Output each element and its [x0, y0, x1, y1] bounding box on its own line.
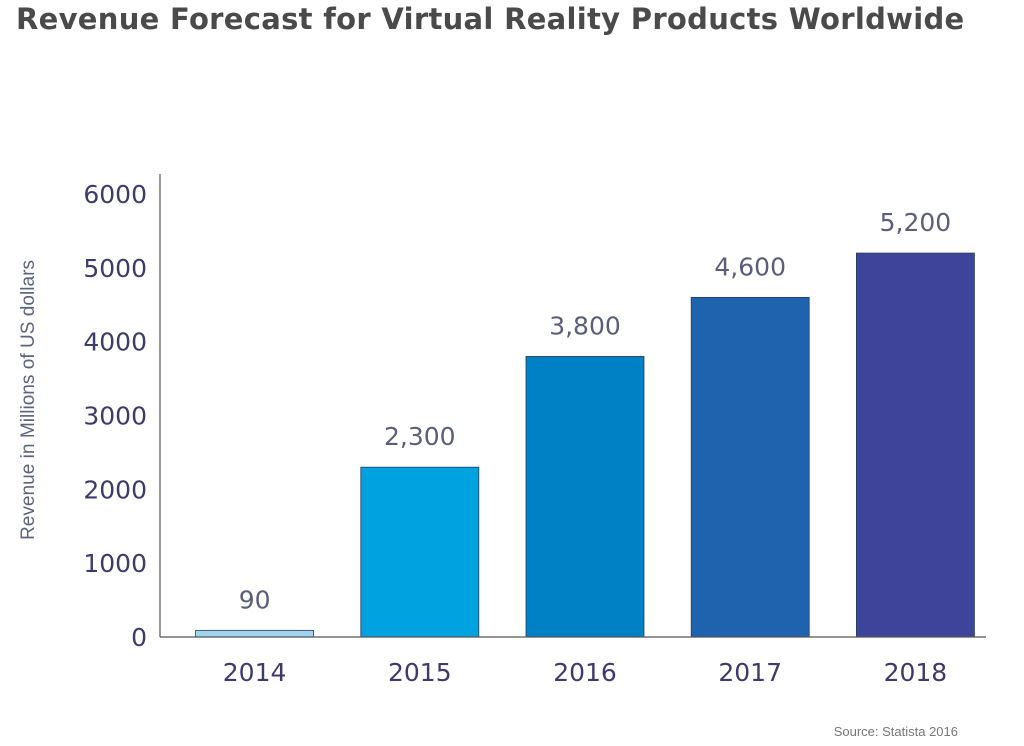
value-label-2015: 2,300 [384, 422, 456, 451]
y-axis-label: Revenue in Millions of US dollars [18, 260, 39, 540]
value-label-2014: 90 [239, 585, 271, 614]
bars [195, 252, 975, 638]
y-tick-label: 0 [131, 623, 147, 652]
chart-title: Revenue Forecast for Virtual Reality Pro… [16, 2, 965, 36]
y-tick-label: 6000 [83, 180, 147, 209]
y-tick-label: 1000 [83, 549, 147, 578]
y-tick-label: 4000 [83, 328, 147, 357]
bar-2017 [690, 296, 810, 638]
x-tick-label: 2015 [388, 658, 452, 687]
y-tick-label: 3000 [83, 402, 147, 431]
bar-2016 [525, 356, 645, 638]
value-label-2018: 5,200 [880, 208, 952, 237]
y-tick-label: 5000 [83, 254, 147, 283]
x-tick-label: 2016 [553, 658, 617, 687]
y-axis-ticks: 0 1000 2000 3000 4000 5000 6000 [83, 180, 147, 652]
value-labels: 90 2,300 3,800 4,600 5,200 [239, 208, 951, 614]
y-tick-label: 2000 [83, 475, 147, 504]
value-label-2017: 4,600 [714, 252, 786, 281]
bar-2015 [360, 466, 480, 638]
x-tick-label: 2017 [718, 658, 782, 687]
bar-2014 [195, 629, 315, 638]
x-tick-label: 2014 [223, 658, 287, 687]
bar-2018 [856, 252, 975, 638]
source-note: Source: Statista 2016 [833, 724, 958, 739]
x-axis-ticks: 2014 2015 2016 2017 2018 [223, 658, 947, 687]
x-tick-label: 2018 [884, 658, 948, 687]
value-label-2016: 3,800 [549, 311, 621, 340]
